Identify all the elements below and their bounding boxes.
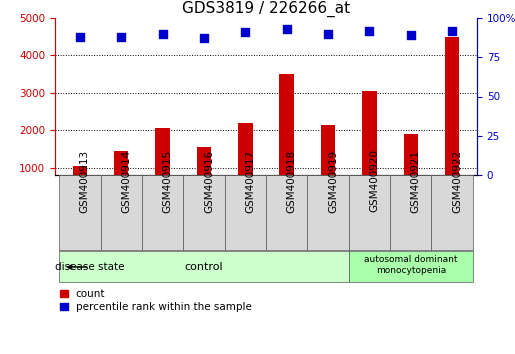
FancyBboxPatch shape [183, 175, 225, 250]
Bar [362, 91, 376, 205]
Text: GSM400918: GSM400918 [287, 149, 297, 212]
Point [117, 34, 125, 40]
FancyBboxPatch shape [142, 175, 183, 250]
Text: GSM400915: GSM400915 [163, 149, 173, 212]
Text: GSM400917: GSM400917 [245, 149, 255, 212]
Bar [73, 166, 87, 205]
Text: control: control [185, 262, 224, 272]
Title: GDS3819 / 226266_at: GDS3819 / 226266_at [182, 0, 350, 17]
Text: GSM400916: GSM400916 [204, 149, 214, 212]
Text: GSM400920: GSM400920 [369, 149, 380, 212]
Bar [445, 37, 459, 205]
Text: GSM400919: GSM400919 [328, 149, 338, 212]
Text: GSM400914: GSM400914 [121, 149, 131, 212]
FancyBboxPatch shape [349, 251, 473, 282]
Point [76, 34, 84, 40]
Bar [238, 123, 252, 205]
Bar [197, 147, 211, 205]
Point [159, 31, 167, 36]
Text: GSM400922: GSM400922 [452, 149, 462, 212]
FancyBboxPatch shape [225, 175, 266, 250]
Bar [404, 134, 418, 205]
Text: GSM400913: GSM400913 [80, 149, 90, 212]
Point [241, 29, 249, 35]
Bar [321, 125, 335, 205]
FancyBboxPatch shape [432, 175, 473, 250]
Bar [114, 151, 128, 205]
Point [200, 36, 208, 41]
Point [407, 33, 415, 38]
Bar [156, 128, 170, 205]
Legend: count, percentile rank within the sample: count, percentile rank within the sample [60, 289, 252, 312]
FancyBboxPatch shape [307, 175, 349, 250]
Point [448, 28, 456, 33]
FancyBboxPatch shape [390, 175, 432, 250]
Point [324, 31, 332, 36]
Text: autosomal dominant
monocytopenia: autosomal dominant monocytopenia [364, 255, 457, 275]
Point [365, 28, 373, 33]
FancyBboxPatch shape [349, 175, 390, 250]
FancyBboxPatch shape [100, 175, 142, 250]
Text: disease state: disease state [55, 262, 125, 272]
Bar [280, 74, 294, 205]
FancyBboxPatch shape [266, 175, 307, 250]
FancyBboxPatch shape [59, 251, 349, 282]
Text: GSM400921: GSM400921 [411, 149, 421, 212]
Point [283, 26, 291, 32]
FancyBboxPatch shape [59, 175, 100, 250]
